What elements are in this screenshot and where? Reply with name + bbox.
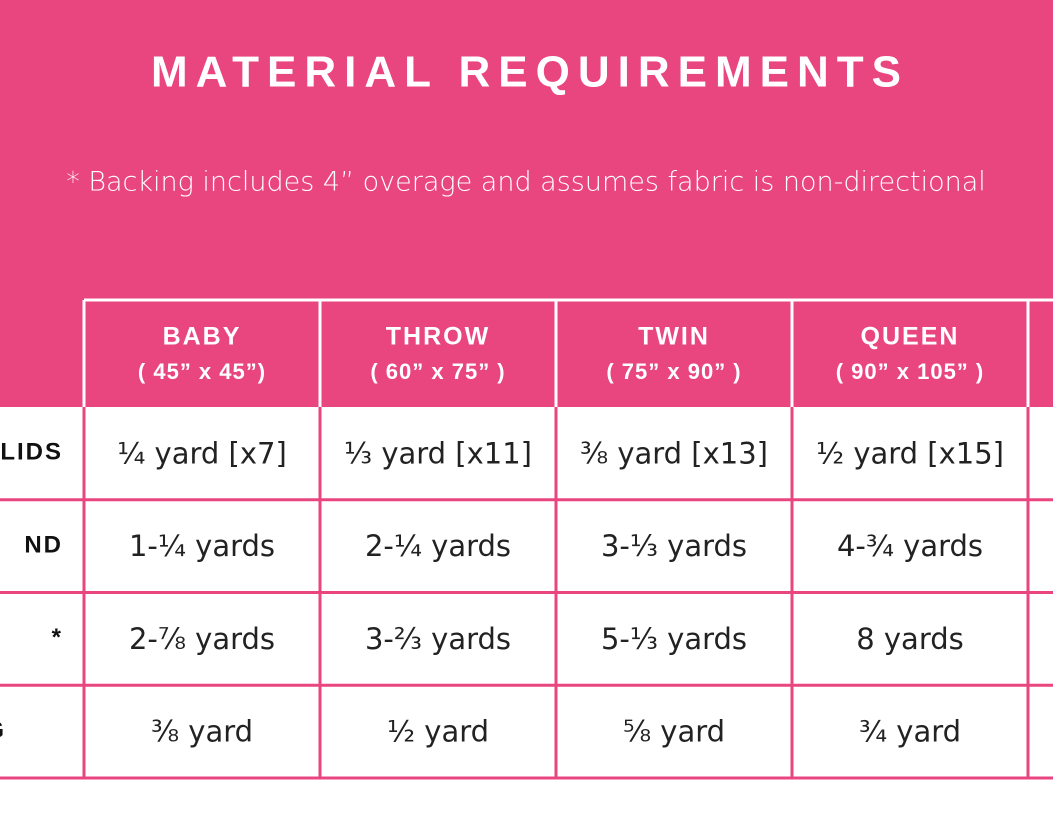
column-size: ( 90” x 105” ) [836, 359, 985, 384]
column-size: ( 60” x 75” ) [370, 359, 505, 384]
column-name: THROW [386, 323, 490, 351]
cell: 2-¼ yards [365, 529, 511, 563]
cell: 5-⅓ yards [601, 622, 747, 656]
cell: 3-⅓ yards [601, 529, 747, 563]
title: MATERIAL REQUIREMENTS [151, 48, 909, 97]
cell: 3-⅔ yards [365, 622, 511, 656]
note: * Backing includes 4” overage and assume… [66, 167, 986, 198]
cell: 2-⅞ yards [129, 622, 275, 656]
header-band [0, 0, 1053, 407]
cell: ¼ yard [x7] [117, 436, 287, 470]
column-name: TWIN [638, 323, 710, 351]
cell: 1-¼ yards [129, 529, 275, 563]
row-label: ND [24, 531, 63, 558]
cell: 4-¾ yards [837, 529, 983, 563]
row-label: G [0, 717, 6, 744]
cell: ⅜ yard [151, 715, 253, 749]
cell: ⅓ yard [x11] [344, 436, 532, 470]
column-name: QUEEN [861, 323, 960, 351]
cell: 8 yards [856, 622, 964, 656]
row-label: * [52, 624, 63, 651]
column-name: BABY [163, 323, 242, 351]
cell: ½ yard [387, 715, 489, 749]
column-size: ( 45” x 45”) [138, 359, 266, 384]
cell: ⅜ yard [x13] [580, 436, 768, 470]
cell: ½ yard [x15] [816, 436, 1004, 470]
column-size: ( 75” x 90” ) [606, 359, 741, 384]
cell: ¾ yard [859, 715, 961, 749]
cell: ⅝ yard [623, 715, 725, 749]
row-label: LIDS [0, 439, 63, 466]
